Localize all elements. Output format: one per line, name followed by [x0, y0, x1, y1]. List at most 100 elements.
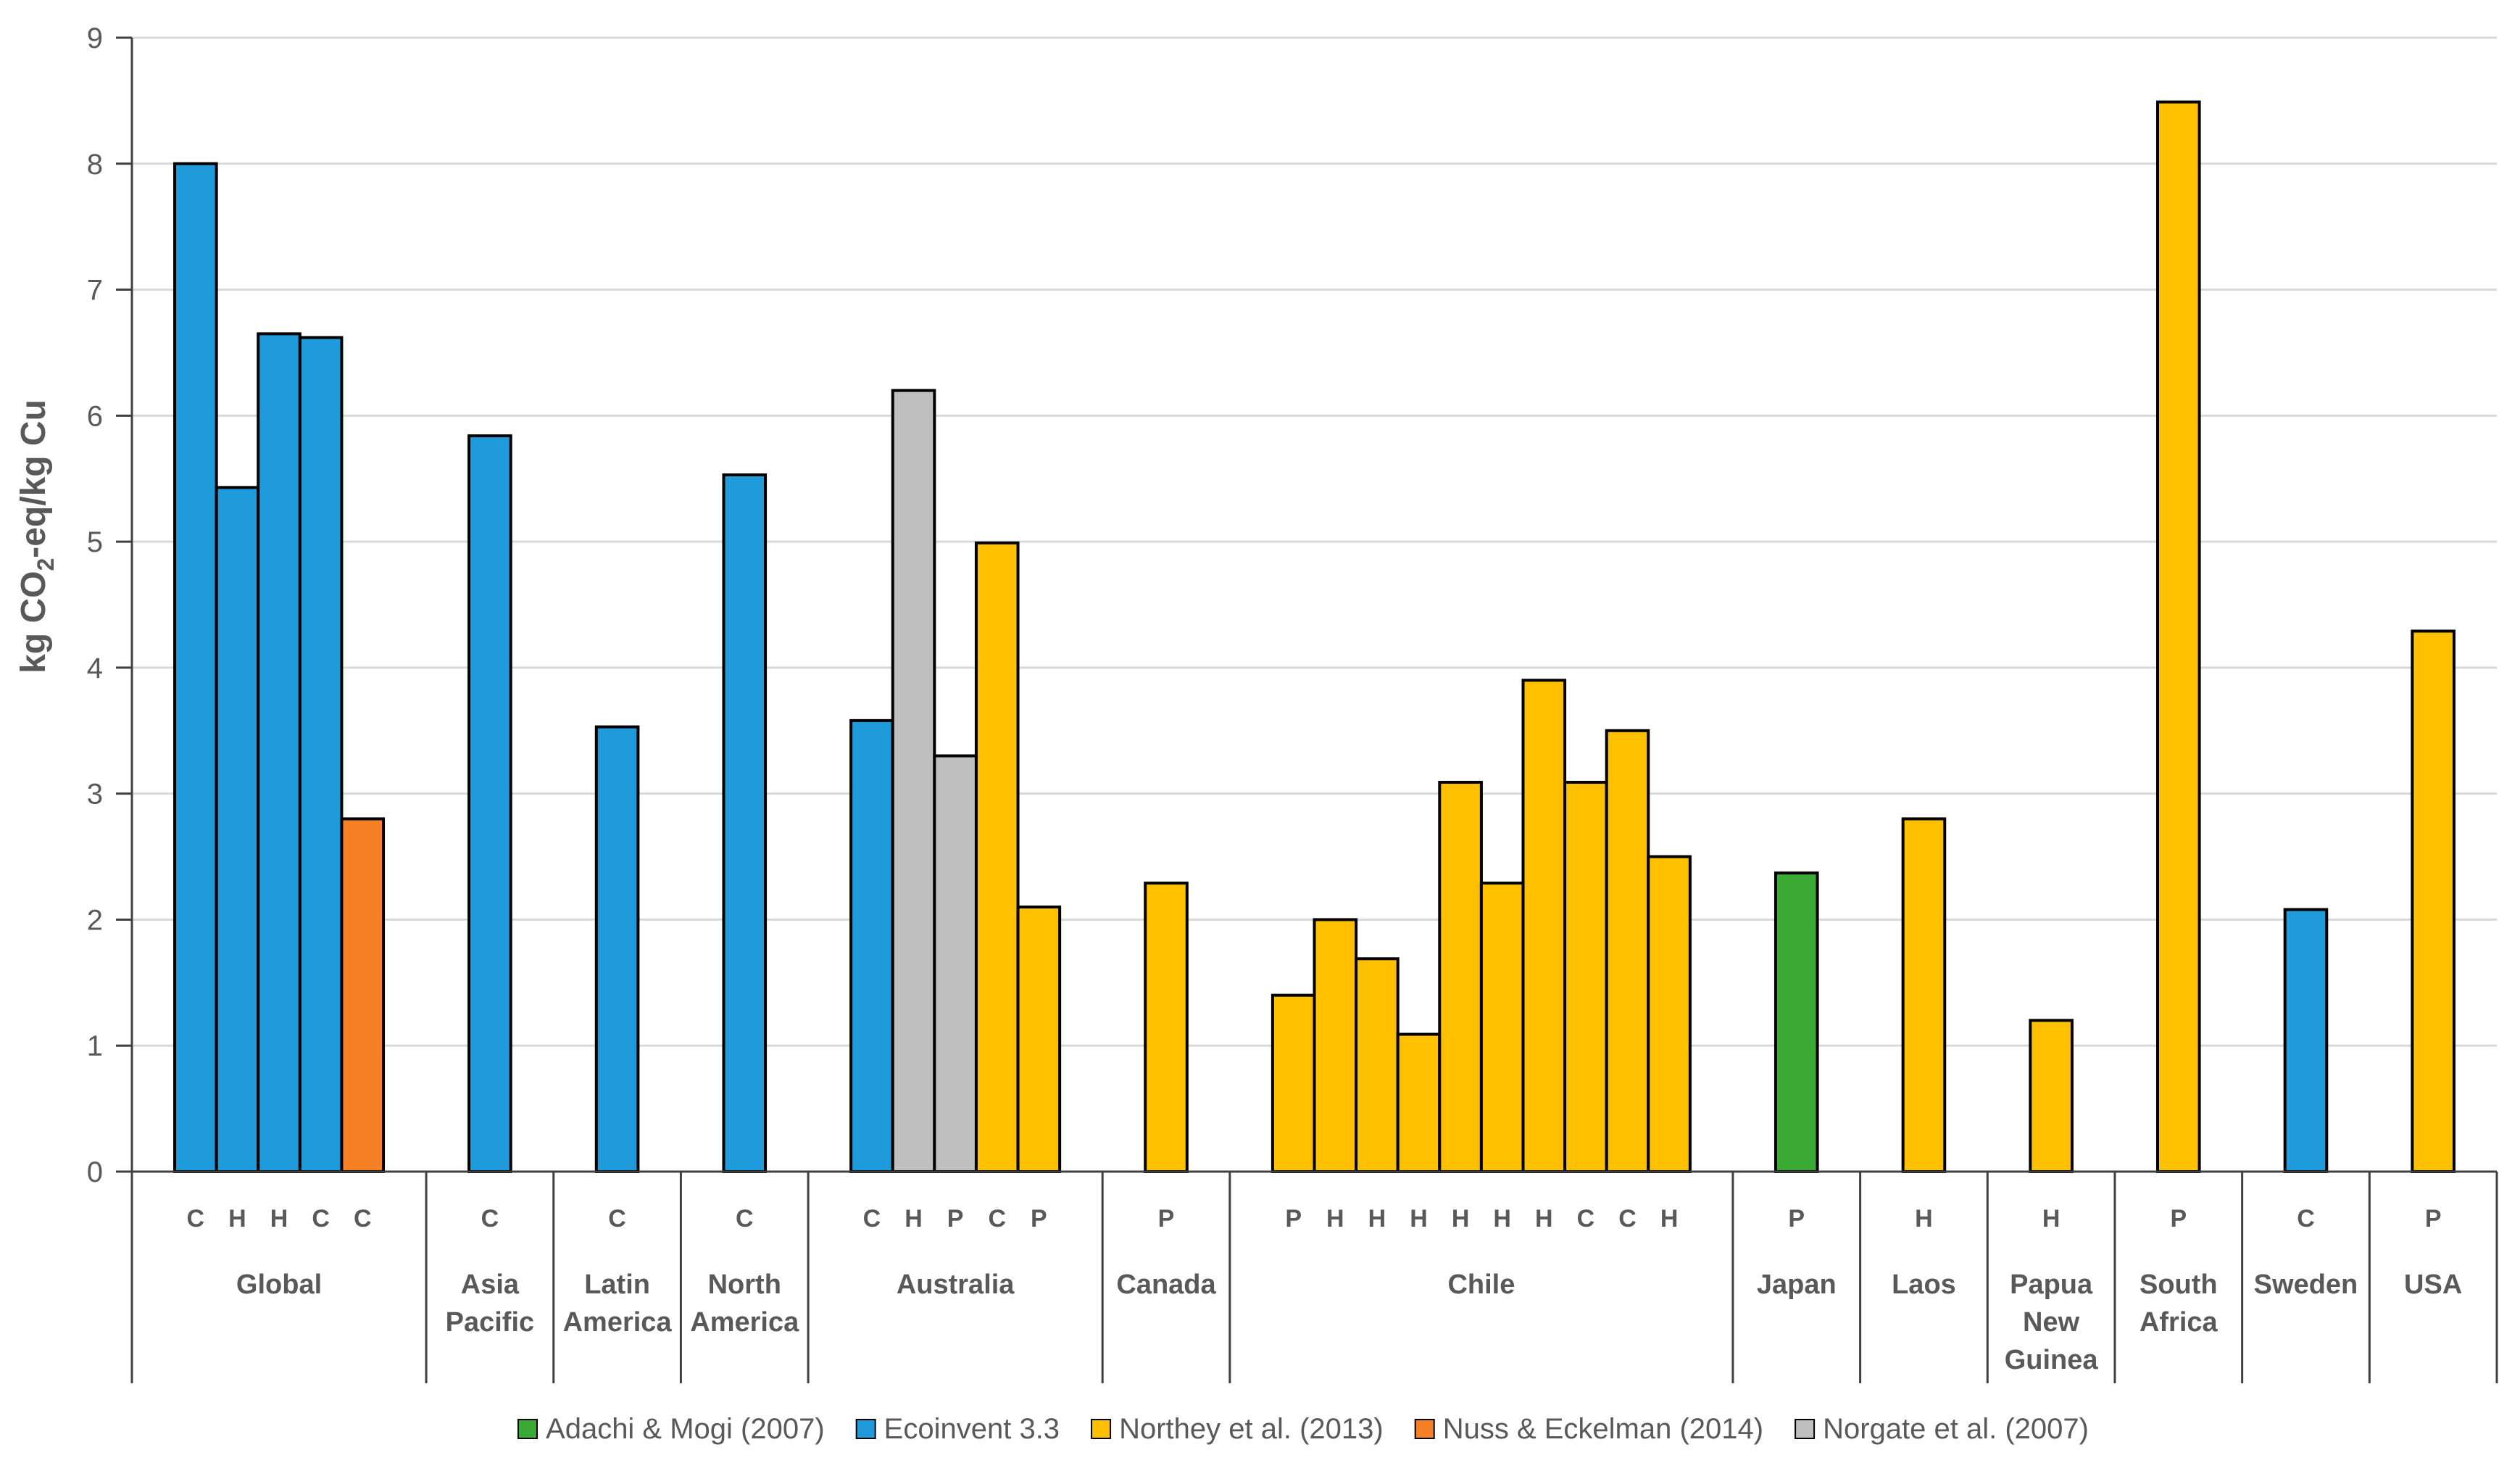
bar — [1438, 781, 1483, 1173]
bar-code-label: P — [1031, 1205, 1047, 1232]
legend-swatch — [855, 1419, 876, 1439]
bar — [1271, 993, 1316, 1173]
region-label: Laos — [1892, 1269, 1956, 1300]
y-tick-label: 2 — [87, 904, 103, 936]
bar-code-label: C — [736, 1205, 754, 1232]
bar — [173, 162, 218, 1173]
bar — [1313, 918, 1358, 1173]
y-axis-label: kg CO2-eq/kg Cu — [14, 399, 59, 674]
gridlines — [132, 36, 2497, 1047]
region-label: America — [690, 1307, 799, 1338]
y-axis-label-sub: 2 — [33, 558, 59, 571]
bar — [933, 754, 978, 1173]
bar-code-label: C — [312, 1205, 330, 1232]
y-tick-label: 9 — [87, 22, 103, 54]
y-tick-label: 3 — [87, 779, 103, 811]
legend-label: Nuss & Eckelman (2014) — [1443, 1413, 1763, 1445]
region-label: Chile — [1447, 1269, 1515, 1300]
bar-code-label: C — [863, 1205, 881, 1232]
bar-code-label: P — [1285, 1205, 1302, 1232]
bar-code-label: H — [1326, 1205, 1344, 1232]
bar-code-label: H — [1368, 1205, 1386, 1232]
bar-code-label: C — [187, 1205, 205, 1232]
legend-label: Ecoinvent 3.3 — [884, 1413, 1060, 1445]
bars — [173, 100, 2455, 1174]
region-label: South — [2139, 1269, 2218, 1300]
bar — [215, 486, 260, 1173]
bar — [1647, 855, 1692, 1173]
bar-code-label: H — [1452, 1205, 1470, 1232]
region-label: Japan — [1757, 1269, 1837, 1300]
bar-code-label: H — [1660, 1205, 1679, 1232]
bar — [340, 817, 386, 1174]
bar-code-label: P — [2170, 1205, 2187, 1232]
bar — [1605, 729, 1650, 1173]
region-label: Canada — [1116, 1269, 1216, 1300]
bar-code-label: P — [1158, 1205, 1175, 1232]
bar-code-label: H — [2042, 1205, 2061, 1232]
bar-code-label: H — [1410, 1205, 1428, 1232]
bar-code-label: C — [988, 1205, 1006, 1232]
bar-code-label: C — [1618, 1205, 1637, 1232]
legend: Adachi & Mogi (2007) Ecoinvent 3.3 Northey… — [517, 1413, 2089, 1445]
bar-code-label: H — [905, 1205, 923, 1232]
y-tick-label: 5 — [87, 526, 103, 558]
legend-label: Norgate et al. (2007) — [1823, 1413, 2089, 1445]
bar — [298, 336, 344, 1174]
bar-code-label: C — [608, 1205, 626, 1232]
legend-swatch — [517, 1419, 538, 1439]
bar — [467, 434, 512, 1173]
region-label: North — [708, 1269, 781, 1300]
bar-code-label: H — [1493, 1205, 1511, 1232]
region-label: New — [2023, 1307, 2080, 1338]
region-label: Papua — [2010, 1269, 2093, 1300]
legend-items: Adachi & Mogi (2007) Ecoinvent 3.3 Northey… — [517, 1413, 2089, 1445]
region-label: Guinea — [2005, 1345, 2099, 1375]
legend-swatch — [1091, 1419, 1112, 1439]
bar — [1773, 871, 1819, 1173]
legend-swatch — [1414, 1419, 1435, 1439]
bar — [1396, 1032, 1442, 1174]
bar-code-label: C — [354, 1205, 372, 1232]
region-label: Latin — [584, 1269, 650, 1300]
legend-swatch — [1795, 1419, 1816, 1439]
y-tick-label: 0 — [87, 1156, 103, 1188]
bar-code-label: H — [270, 1205, 288, 1232]
y-tick-label: 6 — [87, 400, 103, 432]
y-tick-label: 7 — [87, 275, 103, 307]
y-axis: 0 1 2 3 4 5 6 7 8 9 — [87, 22, 133, 1188]
bar — [594, 725, 640, 1173]
region-label: Asia — [461, 1269, 520, 1300]
bar — [722, 473, 768, 1173]
bar — [2411, 629, 2455, 1173]
y-axis-label-pre: kg CO — [14, 571, 53, 674]
bar-code-label: H — [228, 1205, 246, 1232]
region-label: America — [563, 1307, 673, 1338]
region-label: Australia — [897, 1269, 1015, 1300]
bar — [2156, 100, 2201, 1173]
bar-code-label: P — [2425, 1205, 2442, 1232]
bar-code-label: C — [1577, 1205, 1595, 1232]
bar — [891, 389, 936, 1173]
region-label: Africa — [2139, 1307, 2218, 1338]
region-label: USA — [2404, 1269, 2462, 1300]
bar — [1563, 781, 1608, 1173]
y-tick-label: 4 — [87, 652, 103, 684]
bar — [1144, 882, 1189, 1173]
bar-code-label: H — [1915, 1205, 1933, 1232]
bar — [849, 718, 894, 1173]
legend-label: Northey et al. (2013) — [1119, 1413, 1384, 1445]
bar — [1479, 882, 1525, 1173]
x-axis: C H H C CGlobalCAsiaPacificCLatinAmericaCNor… — [130, 1170, 2498, 1383]
bar-code-label: C — [481, 1205, 499, 1232]
region-label: Global — [236, 1269, 322, 1300]
legend-label: Adachi & Mogi (2007) — [546, 1413, 825, 1445]
region-label: Sweden — [2254, 1269, 2358, 1300]
y-tick-label: 8 — [87, 149, 103, 181]
region-label: Pacific — [446, 1307, 535, 1338]
bar — [257, 332, 302, 1173]
bar-code-label: P — [947, 1205, 964, 1232]
y-tick-label: 1 — [87, 1030, 103, 1062]
bar — [1521, 679, 1567, 1173]
